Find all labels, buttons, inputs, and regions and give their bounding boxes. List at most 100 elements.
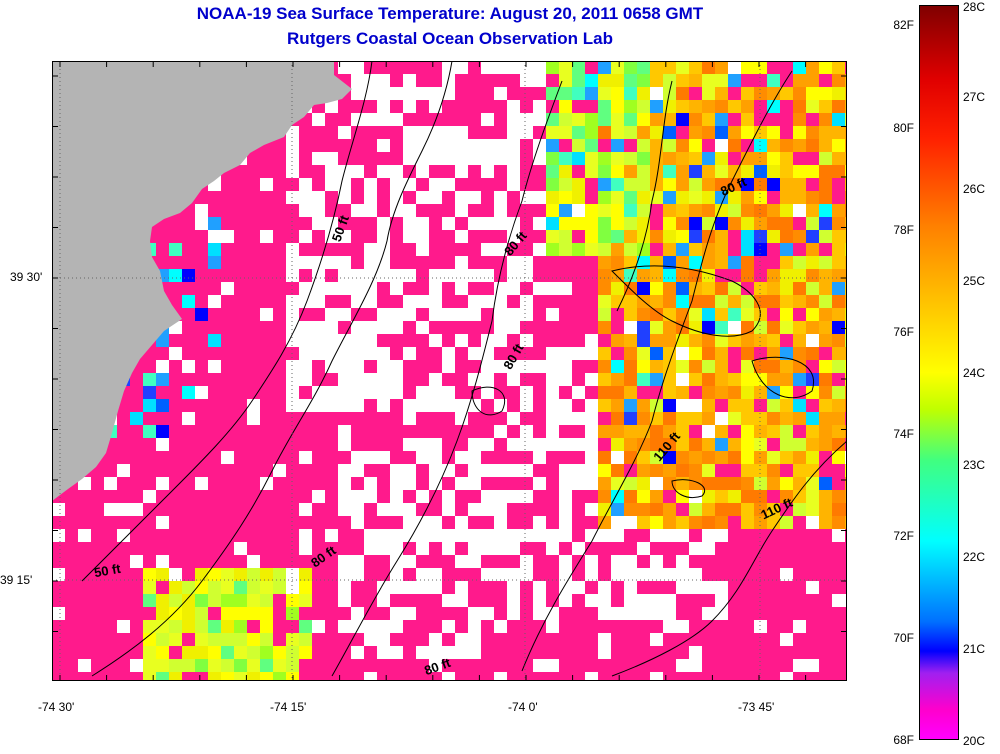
sst-pixel (624, 360, 637, 373)
sst-pixel (468, 568, 481, 581)
sst-pixel (390, 165, 403, 178)
sst-pixel (546, 568, 559, 581)
sst-pixel (65, 581, 78, 594)
sst-pixel (403, 308, 416, 321)
sst-pixel (221, 217, 234, 230)
sst-pixel (117, 477, 130, 490)
sst-pixel (780, 334, 793, 347)
sst-pixel (572, 529, 585, 542)
sst-pixel (572, 139, 585, 152)
sst-pixel (182, 659, 195, 672)
sst-pixel (286, 464, 299, 477)
sst-pixel (169, 295, 182, 308)
sst-pixel (767, 555, 780, 568)
sst-pixel (533, 659, 546, 672)
sst-pixel (806, 451, 819, 464)
sst-pixel (377, 594, 390, 607)
sst-pixel (273, 295, 286, 308)
sst-pixel (598, 217, 611, 230)
sst-pixel (793, 555, 806, 568)
sst-pixel (169, 542, 182, 555)
sst-pixel (728, 581, 741, 594)
sst-pixel (338, 139, 351, 152)
sst-pixel (715, 113, 728, 126)
sst-pixel (689, 607, 702, 620)
sst-pixel (494, 165, 507, 178)
sst-pixel (637, 594, 650, 607)
sst-pixel (260, 386, 273, 399)
sst-pixel (559, 451, 572, 464)
sst-pixel (767, 269, 780, 282)
longitude-label: -73 45' (738, 700, 775, 714)
sst-pixel (481, 568, 494, 581)
sst-pixel (156, 529, 169, 542)
sst-pixel (481, 386, 494, 399)
sst-pixel (650, 204, 663, 217)
sst-pixel (182, 438, 195, 451)
sst-pixel (741, 269, 754, 282)
sst-pixel (442, 282, 455, 295)
sst-pixel (286, 126, 299, 139)
sst-pixel (650, 568, 663, 581)
sst-pixel (806, 100, 819, 113)
sst-pixel (234, 477, 247, 490)
sst-pixel (481, 191, 494, 204)
sst-pixel (520, 412, 533, 425)
sst-pixel (429, 347, 442, 360)
sst-pixel (585, 672, 598, 681)
sst-pixel (702, 594, 715, 607)
sst-pixel (702, 139, 715, 152)
sst-pixel (624, 581, 637, 594)
sst-pixel (520, 204, 533, 217)
sst-pixel (702, 165, 715, 178)
sst-pixel (364, 308, 377, 321)
sst-pixel (195, 672, 208, 681)
sst-pixel (377, 373, 390, 386)
sst-pixel (377, 633, 390, 646)
sst-pixel (741, 386, 754, 399)
sst-pixel (754, 282, 767, 295)
sst-pixel (169, 659, 182, 672)
sst-pixel (442, 165, 455, 178)
sst-pixel (780, 386, 793, 399)
sst-pixel (663, 178, 676, 191)
sst-pixel (364, 425, 377, 438)
sst-pixel (78, 620, 91, 633)
sst-pixel (624, 412, 637, 425)
sst-pixel (429, 256, 442, 269)
sst-pixel (325, 256, 338, 269)
sst-pixel (559, 542, 572, 555)
sst-pixel (351, 243, 364, 256)
sst-pixel (221, 321, 234, 334)
sst-pixel (416, 334, 429, 347)
sst-pixel (806, 308, 819, 321)
sst-pixel (403, 204, 416, 217)
sst-pixel (754, 178, 767, 191)
sst-pixel (585, 139, 598, 152)
sst-pixel (312, 412, 325, 425)
sst-pixel (377, 347, 390, 360)
sst-pixel (494, 620, 507, 633)
sst-pixel (689, 555, 702, 568)
map-title: NOAA-19 Sea Surface Temperature: August … (196, 4, 704, 23)
sst-pixel (676, 100, 689, 113)
sst-pixel (754, 61, 767, 74)
sst-pixel (299, 672, 312, 681)
sst-pixel (91, 503, 104, 516)
sst-pixel (130, 503, 143, 516)
sst-pixel (156, 477, 169, 490)
sst-pixel (104, 451, 117, 464)
sst-pixel (754, 100, 767, 113)
sst-pixel (702, 555, 715, 568)
sst-pixel (689, 191, 702, 204)
sst-pixel (481, 581, 494, 594)
sst-pixel (494, 152, 507, 165)
sst-pixel (364, 204, 377, 217)
sst-pixel (780, 61, 793, 74)
sst-pixel (767, 672, 780, 681)
sst-pixel (169, 464, 182, 477)
sst-pixel (416, 529, 429, 542)
sst-pixel (429, 425, 442, 438)
sst-pixel (767, 217, 780, 230)
sst-pixel (442, 464, 455, 477)
